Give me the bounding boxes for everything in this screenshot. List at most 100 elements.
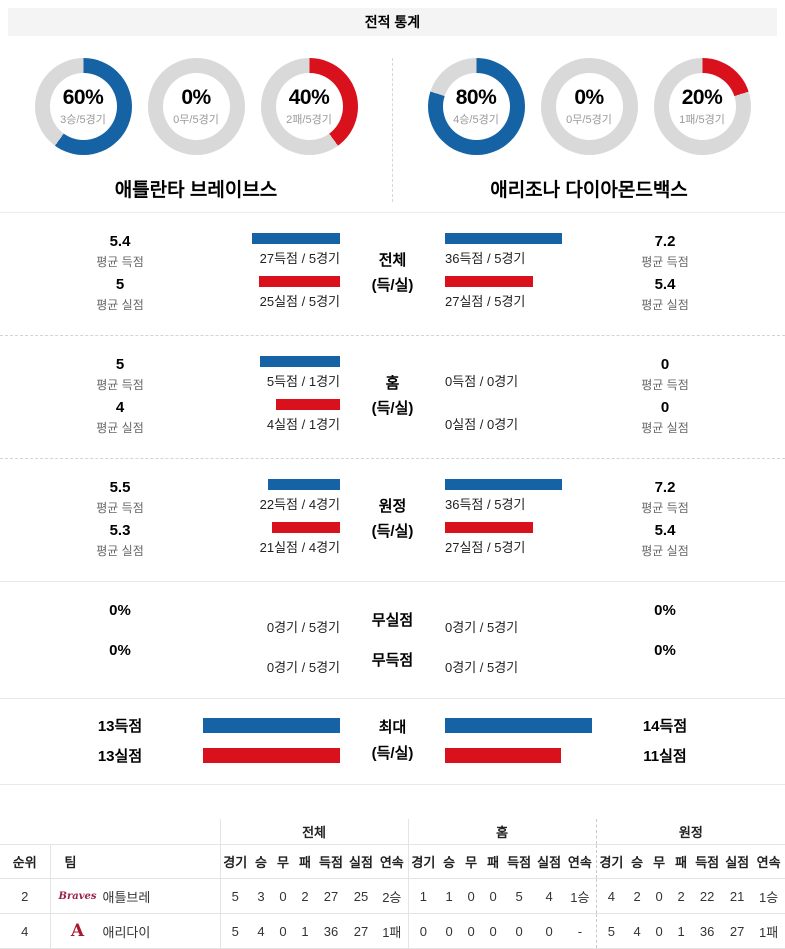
- stat-cell: 36: [692, 913, 723, 949]
- scored-bar: [445, 233, 562, 244]
- team-right-donuts: 80% 4승/5경기 0% 0무/5경기 20% 1패/5경기: [427, 58, 751, 155]
- stat-value: 13실점: [97, 747, 143, 765]
- col-header-scored: 득점: [504, 844, 535, 879]
- stats-section-scoreless: 0% 0경기 / 5경기 무실점 0경기 / 5경기 0% 0% 0경기 / 5…: [0, 582, 785, 699]
- bar-caption: 0경기 / 5경기: [445, 660, 519, 675]
- right-avg-conceded: 5.4 평균 실점: [595, 522, 735, 559]
- left-avg-scored: 5 평균 득점: [50, 356, 190, 393]
- stat-value: 4: [115, 399, 125, 416]
- right-conceded-bar-cell: 0실점 / 0경기: [445, 399, 595, 436]
- donut-sub: 1패/5경기: [679, 114, 725, 126]
- stat-label: 평균 득점: [96, 378, 144, 392]
- col-header-wins: 승: [438, 844, 461, 879]
- left-conceded-bar-cell: 4실점 / 1경기: [190, 399, 340, 436]
- right-avg-scored: 7.2 평균 득점: [595, 479, 735, 516]
- col-header-draws: 무: [460, 844, 483, 879]
- loss-rate-donut: 20% 1패/5경기: [653, 58, 751, 155]
- bar-caption: 0경기 / 5경기: [445, 620, 519, 635]
- loss-rate-donut: 40% 2패/5경기: [260, 58, 358, 155]
- bar-caption: 21실점 / 4경기: [259, 540, 340, 555]
- stat-cell: 0: [438, 913, 461, 949]
- center-top: 홈: [385, 374, 400, 392]
- stat-cell: 0: [504, 913, 535, 949]
- scored-bar: [445, 718, 592, 734]
- left-no-score-cell: 0경기 / 5경기: [190, 642, 340, 676]
- right-max-scored: 14득점: [595, 715, 735, 736]
- team-right-name: 애리조나 다이아몬드백스: [490, 180, 688, 201]
- stat-value: 5.4: [654, 522, 676, 539]
- stat-label: 평균 실점: [641, 544, 689, 558]
- conceded-bar: [445, 747, 561, 763]
- col-header-conceded: 실점: [534, 844, 565, 879]
- col-header-streak: 연속: [564, 844, 597, 879]
- left-avg-scored: 5.5 평균 득점: [50, 479, 190, 516]
- col-header-losses: 패: [482, 844, 505, 879]
- stat-value: 7.2: [654, 479, 676, 496]
- table-row: 4 A 애리다이 5 4 0 1 36 27 1패 0 0 0 0 0 0 - …: [0, 913, 785, 949]
- right-no-score-pct: 0%: [595, 642, 735, 676]
- col-header-wins: 승: [626, 844, 649, 879]
- stat-value: 5.4: [109, 233, 131, 250]
- team-name-short: 애틀브레: [102, 889, 151, 905]
- page-title: 전적 통계: [364, 14, 421, 30]
- col-header-games: 경기: [408, 844, 439, 879]
- team-name-short: 애리다이: [102, 924, 151, 940]
- left-max-conceded: 13실점: [50, 745, 190, 766]
- right-conceded-bar-cell: 27실점 / 5경기: [445, 522, 595, 559]
- team-left-donuts: 60% 3승/5경기 0% 0무/5경기 40% 2패/5경기: [34, 58, 358, 155]
- center-top: 원정: [378, 497, 407, 515]
- scored-bar: [445, 479, 562, 490]
- stat-cell: 0: [272, 913, 294, 949]
- stat-value: 7.2: [654, 233, 676, 250]
- bar-caption: 0경기 / 5경기: [266, 620, 340, 635]
- right-clean-sheet-cell: 0경기 / 5경기: [445, 602, 595, 636]
- right-max-conceded-bar-cell: [445, 745, 595, 767]
- stat-cell: 27: [346, 913, 376, 949]
- scored-bar: [203, 718, 340, 734]
- col-header-streak: 연속: [752, 844, 785, 879]
- col-header-scored: 득점: [316, 844, 346, 879]
- stat-value: 0%: [109, 642, 131, 659]
- bar-caption: 27실점 / 5경기: [445, 540, 526, 555]
- right-scored-bar-cell: 36득점 / 5경기: [445, 479, 595, 516]
- col-header-rank: 순위: [0, 844, 51, 879]
- stat-cell: 0: [648, 913, 671, 949]
- section-center-label: 원정 (득/실): [340, 494, 445, 545]
- page-header: 전적 통계: [8, 8, 777, 36]
- col-header-draws: 무: [648, 844, 671, 879]
- braves-logo: Braves: [58, 890, 97, 902]
- section-center-label: 무득점: [371, 651, 414, 669]
- stat-value: 5: [115, 276, 125, 293]
- scored-bar: [252, 233, 340, 244]
- left-clean-sheet-pct: 0%: [50, 602, 190, 636]
- right-avg-scored: 0 평균 득점: [595, 356, 735, 393]
- donut-percent: 80%: [455, 86, 497, 109]
- stat-cell: 4: [250, 913, 272, 949]
- left-conceded-bar-cell: 21실점 / 4경기: [190, 522, 340, 559]
- draw-rate-donut: 0% 0무/5경기: [147, 58, 245, 155]
- group-header-home: 홈: [408, 819, 597, 845]
- left-scored-bar-cell: 5득점 / 1경기: [190, 356, 340, 393]
- group-header-total: 전체: [220, 819, 409, 845]
- stats-section-home: 5 평균 득점 5득점 / 1경기 홈 (득/실) 0득점 / 0경기 0 평균…: [0, 336, 785, 459]
- col-header-conceded: 실점: [722, 844, 753, 879]
- right-no-score-cell: 0경기 / 5경기: [445, 642, 595, 676]
- bar-caption: 0실점 / 0경기: [445, 417, 519, 432]
- center-bottom: (득/실): [371, 400, 414, 417]
- stat-label: 평균 실점: [96, 544, 144, 558]
- bar-caption: 5득점 / 1경기: [266, 374, 340, 389]
- stat-cell: 1: [294, 913, 316, 949]
- bar-caption: 0경기 / 5경기: [266, 660, 340, 675]
- stat-value: 0%: [109, 602, 131, 619]
- standings-table: 전체 홈 원정 순위 팀 경기 승 무 패 득점 실점 연속 경기 승 무 패 …: [0, 819, 785, 949]
- center-bottom: (득/실): [371, 523, 414, 540]
- center-bottom: (득/실): [371, 277, 414, 294]
- stat-value: 0%: [654, 602, 676, 619]
- group-header-corner: [0, 819, 221, 845]
- stat-cell: 5: [220, 913, 250, 949]
- team-right-block: 80% 4승/5경기 0% 0무/5경기 20% 1패/5경기 애리조나 다이아…: [392, 58, 785, 202]
- stat-label: 평균 득점: [96, 255, 144, 269]
- left-max-conceded-bar-cell: [190, 745, 340, 767]
- stat-label: 평균 득점: [96, 501, 144, 515]
- section-center-label: 홈 (득/실): [340, 371, 445, 422]
